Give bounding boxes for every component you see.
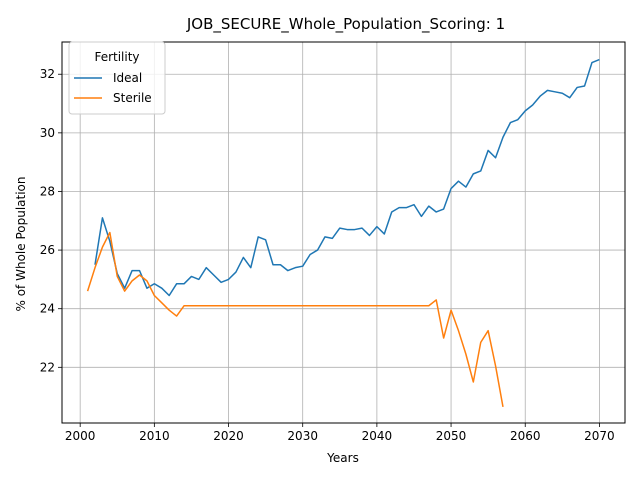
y-tick-label: 24	[40, 302, 55, 316]
y-tick-label: 26	[40, 243, 55, 257]
x-tick-label: 2040	[362, 429, 393, 443]
chart-title: JOB_SECURE_Whole_Population_Scoring: 1	[186, 15, 505, 34]
series-lines	[86, 58, 600, 408]
x-tick-label: 2000	[65, 429, 96, 443]
y-tick-label: 22	[40, 360, 55, 374]
x-tick-label: 2020	[213, 429, 244, 443]
y-tick-label: 30	[40, 126, 55, 140]
legend: Fertility Ideal Sterile	[68, 41, 166, 115]
x-tick-label: 2070	[584, 429, 615, 443]
legend-title: Fertility	[94, 50, 139, 64]
x-tick-label: 2030	[287, 429, 318, 443]
x-tick-label: 2010	[139, 429, 170, 443]
legend-label-ideal: Ideal	[113, 71, 142, 85]
y-axis-label: % of Whole Population	[14, 177, 28, 312]
x-axis-label: Years	[326, 451, 359, 465]
grid-lines	[62, 42, 625, 423]
legend-label-sterile: Sterile	[113, 91, 152, 105]
series-line-sterile	[86, 231, 504, 408]
x-tick-label: 2050	[436, 429, 467, 443]
series-line-ideal	[94, 58, 600, 297]
x-tick-label: 2060	[510, 429, 541, 443]
y-tick-label: 28	[40, 184, 55, 198]
x-axis: 2000 2010 2020 2030 2040 2050 2060 2070	[65, 423, 615, 443]
y-tick-label: 32	[40, 67, 55, 81]
legend-box	[68, 41, 166, 115]
plot-frame	[61, 41, 626, 424]
y-axis: 22 24 26 28 30 32	[40, 67, 62, 374]
